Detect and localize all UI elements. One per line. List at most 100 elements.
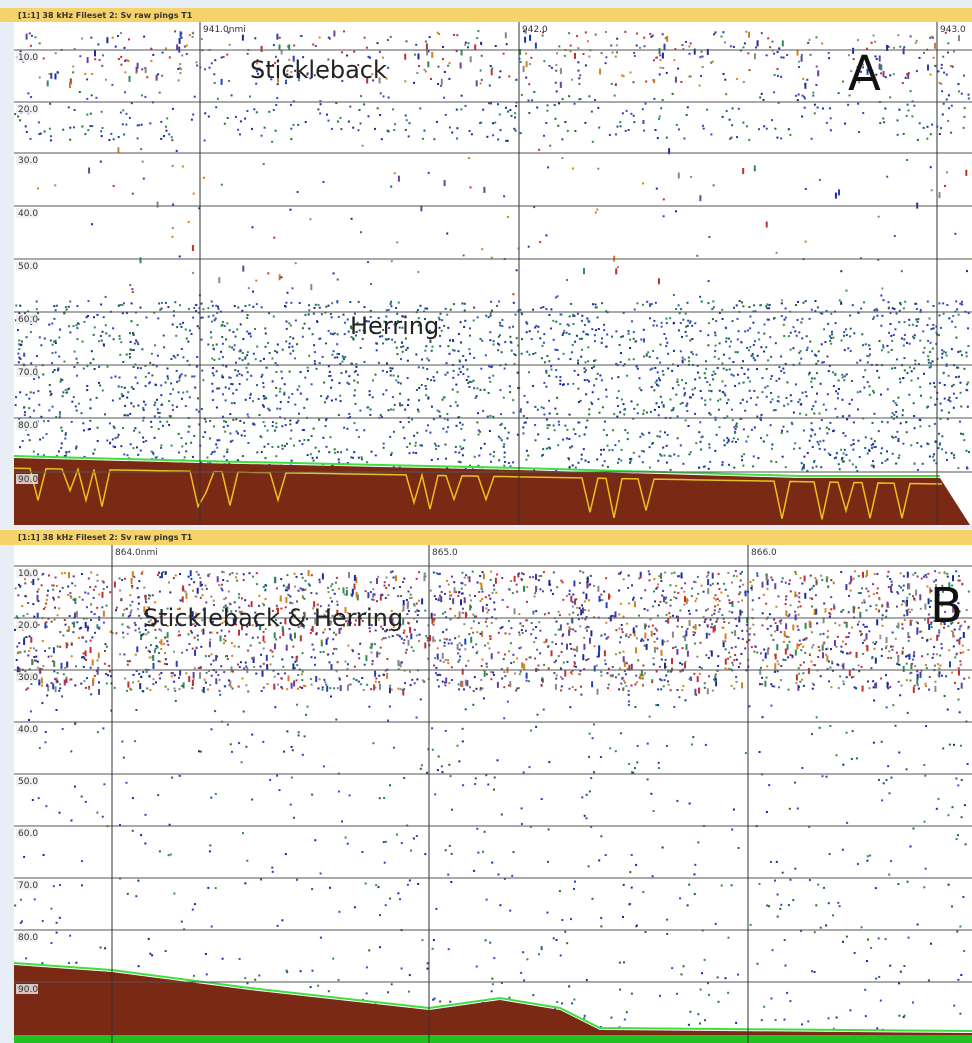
echo-dot [833,582,835,584]
echo-dot [460,63,462,69]
echo-dot [96,574,98,576]
echo-dot [881,619,883,621]
echo-dot [951,348,953,350]
echo-dot [761,391,763,393]
echo-dot [273,109,275,111]
echo-dot [97,427,99,429]
echo-dot [594,334,596,336]
echo-dot [330,313,332,315]
echo-dot [525,77,527,79]
echo-dot [680,308,682,310]
echo-dot [390,305,392,307]
echo-dot [237,433,239,435]
echo-dot [835,322,837,324]
echo-dot [222,393,224,395]
echo-dot [196,65,198,67]
echo-dot [874,309,876,311]
echo-dot [733,426,735,428]
echo-dot [561,138,563,140]
echo-dot [344,333,346,335]
echo-dot [301,443,303,445]
echo-dot [651,303,653,305]
echo-dot [116,607,118,609]
echo-dot [316,593,318,595]
echo-dot [686,405,688,407]
echo-dot [495,592,497,594]
echo-dot [149,122,151,124]
echo-dot [701,397,703,399]
echo-dot [567,130,569,132]
echo-dot [261,376,263,378]
echo-dot [714,373,716,375]
echo-dot [503,397,505,399]
echo-dot [815,300,817,302]
echo-dot [344,356,346,358]
echo-dot [658,118,660,120]
echo-dot [656,357,658,359]
echo-dot [368,115,370,117]
echo-dot [900,422,902,424]
echo-dot [490,313,492,315]
echo-dot [109,335,111,337]
echo-dot [94,449,96,451]
echo-dot [328,451,330,453]
echo-dot [783,641,785,643]
echo-dot [595,329,597,331]
echo-dot [547,427,549,429]
echo-dot [780,665,782,667]
echo-dot [310,453,312,455]
echo-dot [316,321,318,323]
echo-dot [933,57,935,59]
echo-dot [170,415,172,417]
echo-dot [504,456,506,458]
echo-dot [857,408,859,410]
echo-dot [355,403,357,405]
echo-dot [539,652,541,654]
echo-dot [226,54,228,56]
echo-dot [840,302,842,304]
echo-dot [531,622,533,624]
echo-dot [733,467,735,469]
echo-dot [658,377,660,379]
echo-dot [598,645,600,651]
echo-dot [826,122,828,124]
echo-dot [294,586,296,588]
echo-dot [655,129,657,131]
echo-dot [243,579,245,581]
echo-dot [605,31,607,33]
echo-dot [768,319,770,321]
echo-dot [347,319,349,321]
echo-dot [201,588,203,590]
echo-dot [59,411,61,413]
echo-dot [862,112,864,114]
echo-dot [211,383,213,385]
echo-dot [480,42,482,44]
echo-dot [675,210,677,212]
echo-dot [209,420,211,422]
echo-dot [666,318,668,320]
echo-dot [202,436,204,438]
echo-dot [456,127,458,129]
echo-dot [188,308,190,310]
echo-dot [761,414,763,416]
echo-dot [927,340,929,342]
echo-dot [690,42,692,44]
echo-dot [145,440,147,442]
echo-dot [914,427,916,429]
echo-dot [780,56,782,58]
echo-dot [928,425,930,427]
echo-dot [36,355,38,357]
echo-dot [794,330,796,332]
echo-dot [429,432,431,434]
echo-dot [677,415,679,417]
echo-dot [671,370,673,372]
echo-dot [469,353,471,355]
echo-dot [118,58,120,60]
echo-dot [606,334,608,336]
echo-dot [865,588,867,590]
echo-dot [714,356,716,358]
echo-dot [105,79,107,81]
echo-dot [800,403,802,405]
echo-dot [829,335,831,337]
